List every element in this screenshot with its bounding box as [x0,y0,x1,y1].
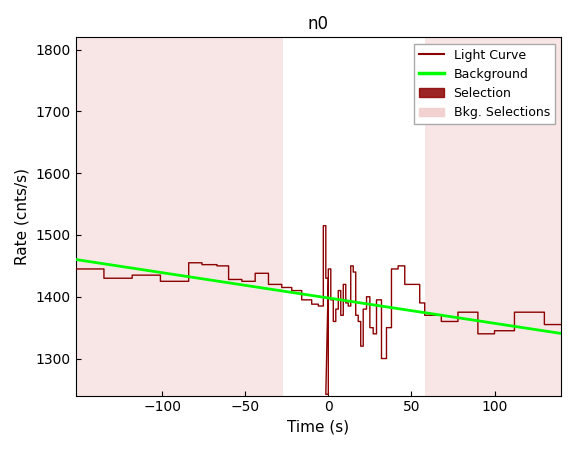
Light Curve [323,392,329,397]
Background [303,292,310,297]
Light Curve [298,297,305,302]
Background [470,317,477,323]
Light Curve [475,331,482,337]
Line: Background: Background [75,260,561,333]
Title: n0: n0 [308,15,329,33]
Light Curve [345,300,352,306]
Background [546,329,553,334]
Background [306,292,313,298]
Line: Light Curve: Light Curve [75,226,561,394]
Bar [75,37,283,396]
Bar [425,37,561,396]
Light Curve [541,310,548,315]
Light Curve [320,223,327,229]
X-axis label: Time (s): Time (s) [287,420,350,435]
Y-axis label: Rate (cnts/s): Rate (cnts/s) [15,168,30,265]
Light Curve [128,275,135,281]
Background [72,257,79,262]
Light Curve [72,266,79,272]
Background [558,331,564,336]
Light Curve [558,322,564,327]
Background [361,301,368,306]
Background [335,297,342,302]
Light Curve [315,303,322,309]
Legend: Light Curve, Background, Selection, Bkg. Selections: Light Curve, Background, Selection, Bkg.… [414,44,555,124]
